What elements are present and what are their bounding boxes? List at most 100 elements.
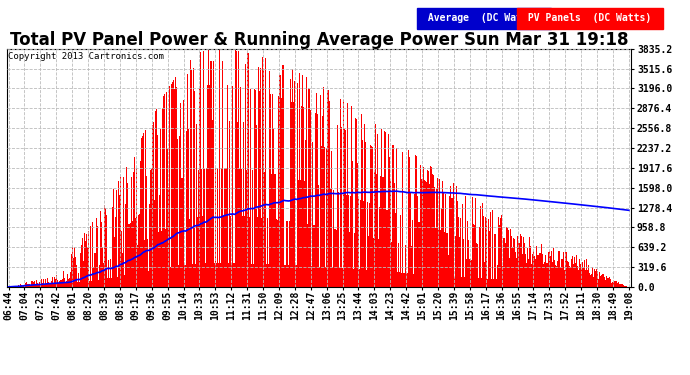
Bar	[597, 271, 598, 287]
Bar	[502, 266, 503, 287]
Bar	[599, 272, 600, 287]
Bar	[280, 75, 281, 287]
Bar	[524, 243, 525, 287]
Bar	[103, 247, 104, 287]
Bar	[163, 268, 164, 287]
Bar	[596, 269, 597, 287]
Bar	[25, 284, 26, 287]
Bar	[543, 264, 544, 287]
Bar	[579, 259, 580, 287]
Bar	[462, 204, 463, 287]
Bar	[611, 283, 612, 287]
Bar	[332, 267, 333, 287]
Bar	[602, 274, 603, 287]
Bar	[248, 264, 249, 287]
Bar	[533, 251, 534, 287]
Bar	[226, 168, 227, 287]
Bar	[448, 255, 449, 287]
Bar	[402, 152, 403, 287]
Bar	[30, 281, 32, 287]
Bar	[564, 270, 565, 287]
Bar	[339, 155, 340, 287]
Bar	[439, 179, 440, 287]
Bar	[98, 280, 99, 287]
Bar	[507, 228, 509, 287]
Bar	[126, 166, 127, 287]
Bar	[589, 273, 590, 287]
Bar	[340, 99, 342, 287]
Bar	[21, 284, 22, 287]
Bar	[121, 253, 123, 287]
Bar	[171, 84, 172, 287]
Bar	[199, 88, 200, 287]
Bar	[522, 254, 523, 287]
Bar	[515, 258, 517, 287]
Bar	[537, 246, 538, 287]
Bar	[245, 64, 246, 287]
Bar	[62, 279, 63, 287]
Bar	[482, 204, 483, 287]
Bar	[613, 282, 614, 287]
Bar	[125, 204, 126, 287]
Bar	[76, 265, 77, 287]
Bar	[338, 192, 339, 287]
Bar	[414, 194, 415, 287]
Bar	[19, 286, 20, 287]
Bar	[573, 264, 574, 287]
Bar	[74, 247, 75, 287]
Bar	[14, 286, 16, 287]
Bar	[147, 239, 148, 287]
Bar	[443, 193, 444, 287]
Bar	[143, 157, 144, 287]
Bar	[605, 280, 606, 287]
Bar	[302, 75, 303, 287]
Bar	[101, 209, 103, 287]
Bar	[484, 262, 485, 287]
Bar	[262, 57, 263, 287]
Bar	[80, 253, 81, 287]
Bar	[66, 281, 67, 287]
Bar	[544, 262, 545, 287]
Bar	[105, 208, 106, 287]
Bar	[69, 278, 70, 287]
Bar	[274, 61, 275, 287]
Bar	[260, 68, 261, 287]
Bar	[399, 272, 400, 287]
Text: Average  (DC Watts): Average (DC Watts)	[422, 13, 546, 23]
Bar	[429, 184, 430, 287]
Bar	[12, 286, 13, 287]
Bar	[615, 281, 616, 287]
Bar	[155, 111, 156, 287]
Bar	[587, 264, 589, 287]
Bar	[363, 201, 364, 287]
Bar	[590, 275, 591, 287]
Bar	[621, 284, 622, 287]
Bar	[127, 183, 128, 287]
Bar	[308, 89, 310, 287]
Bar	[40, 285, 41, 287]
Bar	[364, 236, 366, 287]
Bar	[205, 263, 206, 287]
Bar	[169, 86, 170, 287]
Bar	[421, 249, 422, 287]
Bar	[296, 266, 297, 287]
Bar	[91, 280, 92, 287]
Bar	[342, 268, 343, 287]
Bar	[136, 168, 137, 287]
Bar	[466, 259, 467, 287]
Bar	[454, 277, 455, 287]
Bar	[185, 265, 186, 287]
Bar	[431, 167, 432, 287]
Bar	[100, 211, 101, 287]
Bar	[549, 251, 550, 287]
Bar	[616, 281, 617, 287]
Bar	[254, 54, 255, 287]
Bar	[227, 85, 228, 287]
Bar	[405, 245, 406, 287]
Bar	[481, 261, 482, 287]
Bar	[56, 275, 57, 287]
Bar	[583, 268, 584, 287]
Bar	[394, 183, 395, 287]
Title: Total PV Panel Power & Running Average Power Sun Mar 31 19:18: Total PV Panel Power & Running Average P…	[10, 31, 629, 49]
Bar	[450, 186, 451, 287]
